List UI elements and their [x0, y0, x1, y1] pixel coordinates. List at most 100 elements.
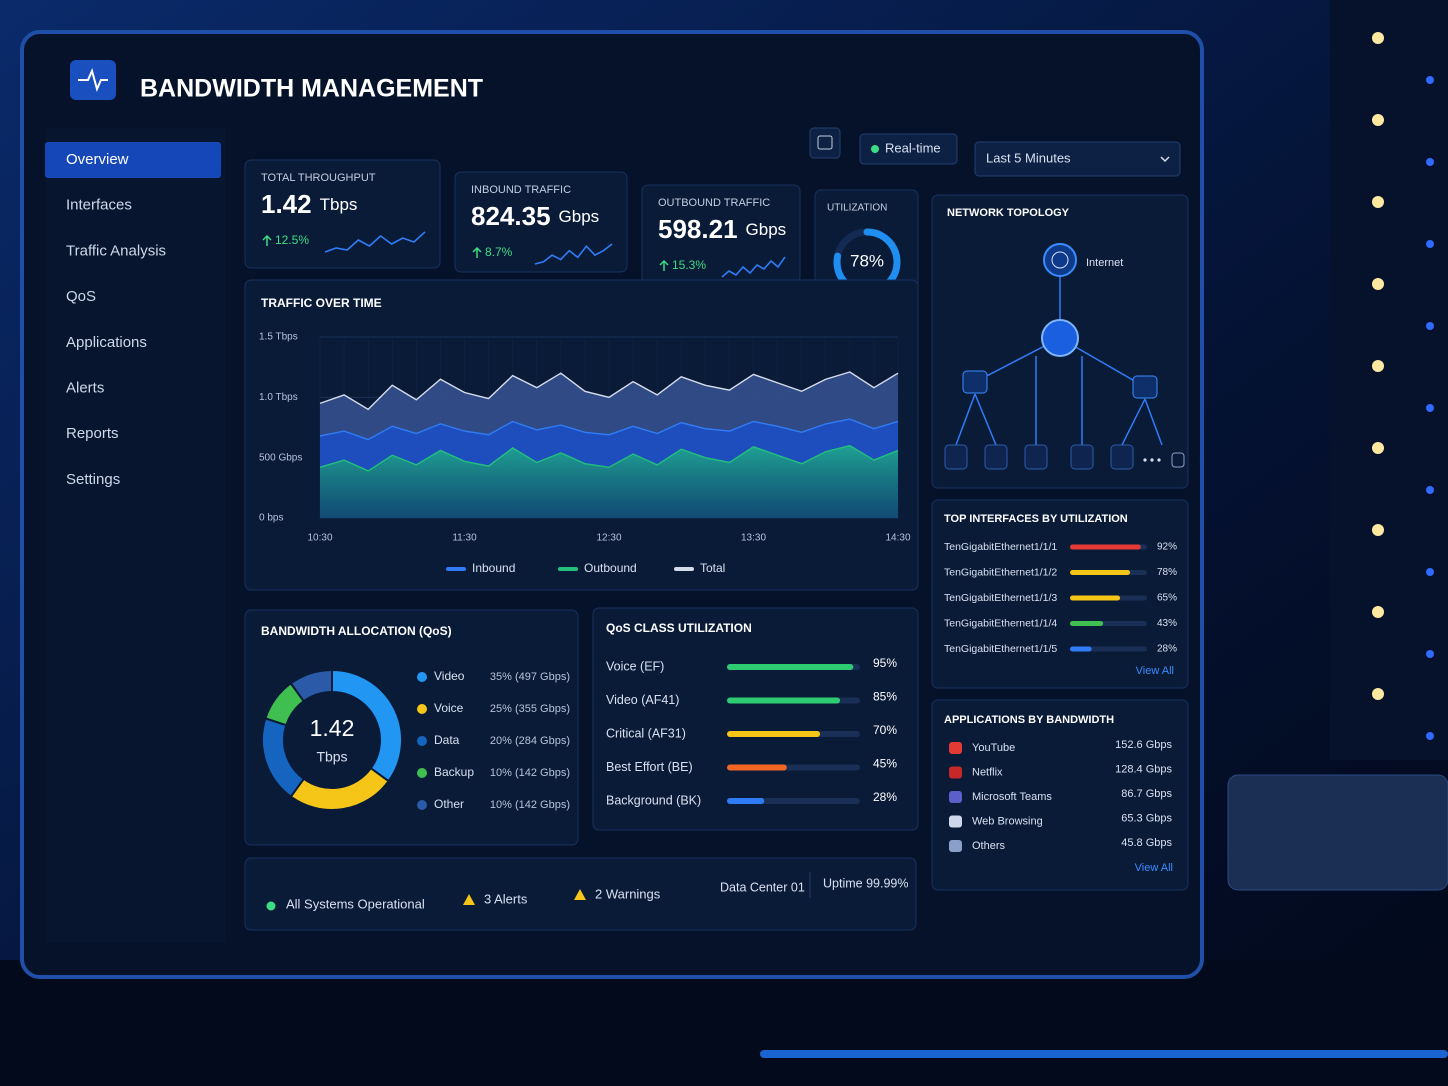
- qos-name: Video (AF41): [606, 693, 679, 707]
- panel-title: APPLICATIONS BY BANDWIDTH: [944, 714, 1114, 726]
- range-select[interactable]: [974, 141, 1181, 177]
- x-tick-label: 10:30: [307, 533, 332, 544]
- legend-value: 25% (355 Gbps): [490, 703, 570, 715]
- legend-value: 10% (142 Gbps): [490, 799, 570, 811]
- nav-item[interactable]: QoS: [66, 288, 96, 305]
- nav-item[interactable]: Reports: [66, 425, 119, 442]
- legend-dot: [417, 736, 427, 746]
- node-device: [1024, 444, 1048, 470]
- globe: [1051, 251, 1069, 269]
- legend-dot: [417, 768, 427, 778]
- nav-item[interactable]: Alerts: [66, 379, 104, 396]
- status-dot: [266, 901, 276, 911]
- panel: [454, 171, 628, 273]
- node-router: [1041, 319, 1079, 357]
- app-icon: [949, 815, 962, 828]
- node-device: [1171, 452, 1185, 468]
- status-text: 3 Alerts: [484, 891, 528, 906]
- app-name: YouTube: [972, 742, 1015, 754]
- server-light: [1372, 442, 1384, 454]
- y-tick-label: 0 bps: [259, 513, 283, 524]
- calendar-button[interactable]: [809, 127, 841, 159]
- line: [319, 371, 899, 411]
- kpi-change: 12.5%: [275, 233, 309, 247]
- view-all-link[interactable]: View All: [1136, 665, 1174, 677]
- bar-label: 28%: [1157, 644, 1177, 655]
- app-value: 86.7 Gbps: [1121, 788, 1172, 800]
- bar: [1070, 646, 1092, 652]
- server-light: [1426, 568, 1434, 576]
- panel-title: BANDWIDTH ALLOCATION (QoS): [261, 624, 452, 638]
- legend-label: Outbound: [584, 561, 637, 575]
- app-icon: [949, 840, 962, 852]
- server-light: [1426, 732, 1434, 740]
- app-icon: [949, 791, 962, 803]
- y-tick-label: 500 Gbps: [259, 452, 302, 463]
- chart-title: TRAFFIC OVER TIME: [261, 296, 382, 310]
- warning-icon: [574, 889, 586, 900]
- bar: [1070, 595, 1121, 601]
- node-device: [1070, 444, 1094, 470]
- range-label[interactable]: Last 5 Minutes: [986, 150, 1071, 165]
- app-value: 45.8 Gbps: [1121, 837, 1172, 849]
- node-device: [1110, 444, 1134, 470]
- bar-label: 70%: [873, 723, 897, 737]
- nav-item[interactable]: Interfaces: [66, 197, 132, 214]
- app-icon: [949, 766, 962, 779]
- nav-item[interactable]: Applications: [66, 334, 147, 351]
- legend-label: Voice: [434, 701, 464, 715]
- line: [319, 444, 899, 472]
- node-device: [984, 444, 1008, 470]
- nav-item[interactable]: Traffic Analysis: [66, 242, 166, 259]
- panel: [244, 159, 441, 269]
- warning-icon: [463, 894, 475, 905]
- line: [319, 418, 899, 441]
- app-name: Microsoft Teams: [972, 791, 1052, 803]
- sparkline: [721, 256, 786, 278]
- kpi-label: OUTBOUND TRAFFIC: [658, 197, 770, 209]
- bar-label: 65%: [1157, 593, 1177, 604]
- x-tick-label: 13:30: [741, 533, 766, 544]
- server-light: [1372, 278, 1384, 290]
- kpi-value: 1.42 Tbps: [261, 189, 357, 219]
- server-light: [1426, 76, 1434, 84]
- donut-segment: [289, 668, 333, 703]
- donut-unit: Tbps: [316, 749, 347, 765]
- server-light: [1426, 650, 1434, 658]
- more-dot: [1150, 458, 1154, 462]
- mode-label[interactable]: Real-time: [885, 140, 941, 155]
- server-light: [1372, 360, 1384, 372]
- nav-item[interactable]: Overview: [66, 151, 129, 168]
- panel-title: QoS CLASS UTILIZATION: [606, 621, 752, 635]
- qos-name: Voice (EF): [606, 659, 664, 673]
- network-switch: [1227, 774, 1448, 891]
- up-arrow: [262, 234, 272, 246]
- app-icon: [949, 742, 962, 754]
- up-arrow: [659, 259, 669, 271]
- kpi-label: INBOUND TRAFFIC: [471, 184, 571, 196]
- link: [1121, 398, 1146, 446]
- desk-light: [760, 1050, 1448, 1058]
- x-tick-label: 14:30: [885, 533, 910, 544]
- server-light: [1372, 606, 1384, 618]
- link: [974, 393, 997, 446]
- view-all-link[interactable]: View All: [1135, 862, 1173, 874]
- y-tick-label: 1.0 Tbps: [259, 392, 298, 403]
- nav-active: [45, 142, 221, 178]
- live-dot: [871, 145, 879, 153]
- bar-label: 28%: [873, 790, 897, 804]
- server-light: [1426, 486, 1434, 494]
- bar: [727, 798, 765, 804]
- mode-select[interactable]: [859, 133, 958, 165]
- panel: [931, 699, 1189, 891]
- bar-label: 95%: [873, 656, 897, 670]
- server-light: [1426, 322, 1434, 330]
- server-light: [1426, 158, 1434, 166]
- logo: [70, 60, 116, 100]
- nav-item[interactable]: Settings: [66, 471, 120, 488]
- kpi-value: 824.35 Gbps: [471, 201, 599, 231]
- status-text: All Systems Operational: [286, 896, 425, 911]
- legend-dot: [417, 800, 427, 810]
- up-arrow: [472, 246, 482, 258]
